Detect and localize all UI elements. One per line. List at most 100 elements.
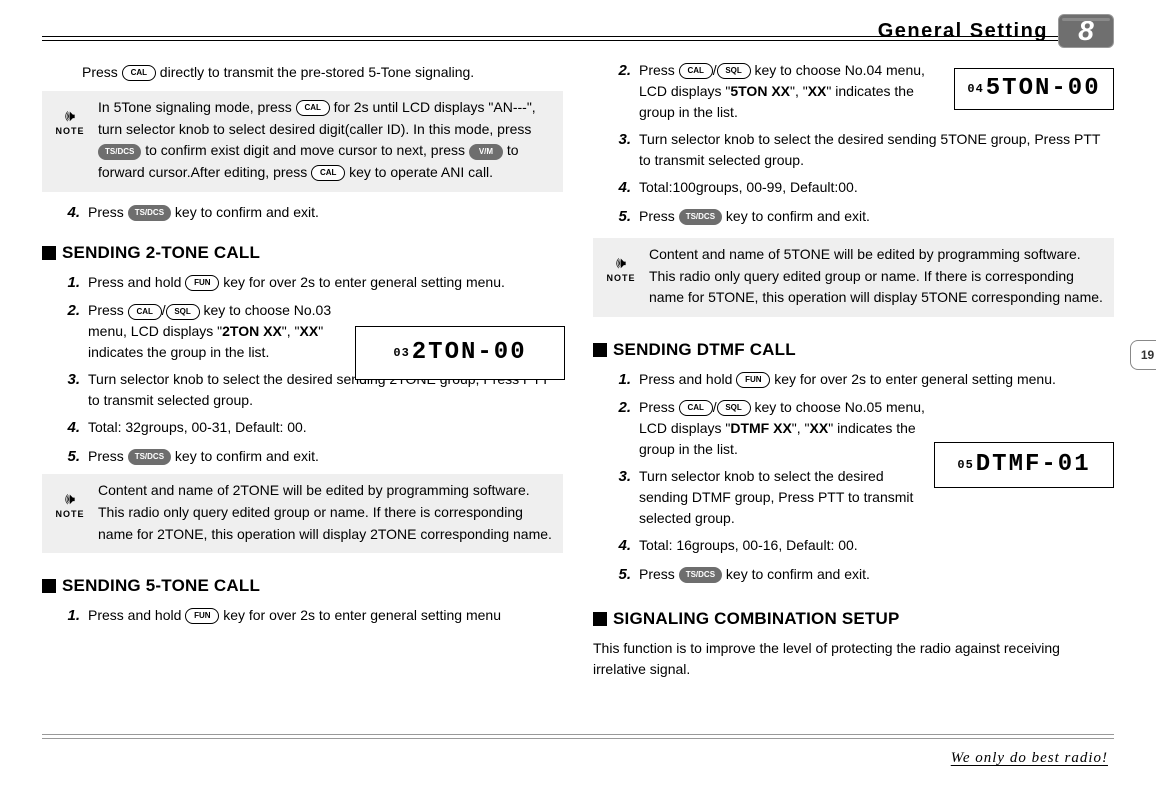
step-num: 4: [613, 535, 631, 558]
note-icon: 🕪 NOTE: [52, 480, 88, 522]
key-fun: FUN: [185, 608, 219, 624]
note-box-3: 🕪 NOTE Content and name of 5TONE will be…: [593, 238, 1114, 317]
section-marker: [593, 612, 607, 626]
text: Turn selector knob to select the desired…: [639, 129, 1114, 171]
r-step-3: 3 Turn selector knob to select the desir…: [613, 129, 1114, 171]
note-box-2: 🕪 NOTE Content and name of 2TONE will be…: [42, 474, 563, 553]
text: Press and hold: [88, 274, 181, 290]
text: Total:100groups, 00-99, Default:00.: [639, 177, 1114, 200]
step-num: 1: [62, 605, 80, 628]
step-4: 4 Press TS/DCS key to confirm and exit.: [62, 202, 563, 225]
d-step-1: 1 Press and hold FUN key for over 2s to …: [613, 369, 1114, 392]
d-step-4: 4 Total: 16groups, 00-16, Default: 00.: [613, 535, 1114, 558]
side-page-number: 19: [1130, 340, 1156, 370]
step-4b: 4 Total: 32groups, 00-31, Default: 00.: [62, 417, 563, 440]
text: ", ": [790, 83, 808, 99]
lcd-small: 05: [957, 456, 973, 474]
text: key for over 2s to enter general setting…: [223, 607, 501, 623]
step-num: 1: [613, 369, 631, 392]
text: directly to transmit the pre-stored 5-To…: [160, 62, 474, 83]
step-num: 4: [62, 417, 80, 440]
text: key to confirm and exit.: [726, 208, 870, 224]
note-text: Content and name of 5TONE will be edited…: [649, 244, 1104, 309]
lcd-big: DTMF-01: [976, 447, 1091, 483]
key-fun: FUN: [185, 275, 219, 291]
speaker-icon: 🕪: [65, 492, 75, 508]
note-label: NOTE: [606, 272, 635, 286]
text: key to confirm and exit.: [175, 448, 319, 464]
paragraph: This function is to improve the level of…: [593, 638, 1114, 680]
key-cal: CAL: [679, 400, 713, 416]
step-1b: 1 Press and hold FUN key for over 2s to …: [62, 605, 563, 628]
step-num: 3: [62, 369, 80, 411]
r-step-5: 5 Press TS/DCS key to confirm and exit.: [613, 206, 1114, 229]
key-tsdcs: TS/DCS: [679, 567, 722, 583]
step-2: 2 Press CAL/SQL key to choose No.03 menu…: [62, 300, 362, 363]
text: Press: [639, 566, 675, 582]
step-num: 2: [62, 300, 80, 363]
text: Press and hold: [88, 607, 181, 623]
text: ", ": [792, 420, 810, 436]
step-5: 5 Press TS/DCS key to confirm and exit.: [62, 446, 563, 469]
note-label: NOTE: [55, 125, 84, 139]
key-tsdcs: TS/DCS: [128, 449, 171, 465]
bold-text: XX: [808, 83, 827, 99]
text: Press: [639, 62, 675, 78]
key-cal: CAL: [311, 165, 345, 181]
step-num: 2: [613, 60, 631, 123]
text: key to confirm and exit.: [726, 566, 870, 582]
step-1: 1 Press and hold FUN key for over 2s to …: [62, 272, 563, 295]
note-text: Content and name of 2TONE will be edited…: [98, 480, 553, 545]
left-column: Press CAL directly to transmit the pre-s…: [42, 58, 563, 719]
bold-text: XX: [810, 420, 829, 436]
r-step-4: 4 Total:100groups, 00-99, Default:00.: [613, 177, 1114, 200]
section-marker: [42, 246, 56, 260]
bold-text: DTMF XX: [730, 420, 791, 436]
key-tsdcs: TS/DCS: [128, 205, 171, 221]
section-marker: [593, 343, 607, 357]
bold-text: 2TON XX: [222, 323, 282, 339]
text: In 5Tone signaling mode, press: [98, 99, 292, 115]
key-sql: SQL: [717, 63, 751, 79]
step-num: 5: [613, 564, 631, 587]
section-heading: SENDING 5-TONE CALL: [62, 573, 260, 599]
key-cal: CAL: [122, 65, 156, 81]
section-signaling: SIGNALING COMBINATION SETUP: [593, 606, 1114, 632]
text: Total: 16groups, 00-16, Default: 00.: [639, 535, 1114, 558]
speaker-icon: 🕪: [65, 109, 75, 125]
text: Press: [88, 448, 124, 464]
bold-text: 5TON XX: [730, 83, 790, 99]
chapter-badge: 8: [1058, 14, 1114, 48]
note-text: In 5Tone signaling mode, press CAL for 2…: [98, 97, 553, 184]
text: key to operate ANI call.: [349, 164, 493, 180]
step-num: 2: [613, 397, 631, 460]
text: Turn selector knob to select the desired…: [639, 466, 933, 529]
d-step-2: 2 Press CAL/SQL key to choose No.05 menu…: [613, 397, 933, 460]
note-icon: 🕪 NOTE: [603, 244, 639, 286]
d-step-5: 5 Press TS/DCS key to confirm and exit.: [613, 564, 1114, 587]
text: ", ": [282, 323, 300, 339]
text: key to confirm and exit.: [175, 204, 319, 220]
lcd-5ton: 04 5TON-00: [954, 68, 1114, 110]
note-icon: 🕪 NOTE: [52, 97, 88, 139]
text: Press: [88, 302, 124, 318]
text: key for over 2s to enter general setting…: [774, 371, 1056, 387]
text: Press and hold: [639, 371, 732, 387]
step-num: 1: [62, 272, 80, 295]
section-heading: SIGNALING COMBINATION SETUP: [613, 606, 900, 632]
key-tsdcs: TS/DCS: [679, 209, 722, 225]
bottom-rule: [42, 734, 1114, 735]
intro-line: Press CAL directly to transmit the pre-s…: [82, 62, 563, 83]
lcd-dtmf: 05 DTMF-01: [934, 442, 1114, 488]
section-2tone: SENDING 2-TONE CALL: [42, 240, 563, 266]
step-num: 5: [613, 206, 631, 229]
key-tsdcs: TS/DCS: [98, 144, 141, 160]
bold-text: XX: [300, 323, 319, 339]
speaker-icon: 🕪: [616, 256, 626, 272]
text: Press: [639, 399, 675, 415]
text: Press: [88, 204, 124, 220]
lcd-small: 03: [393, 344, 409, 362]
lcd-2ton: 03 2TON-00: [355, 326, 565, 380]
section-title: General Setting: [878, 20, 1048, 43]
key-cal: CAL: [296, 100, 330, 116]
